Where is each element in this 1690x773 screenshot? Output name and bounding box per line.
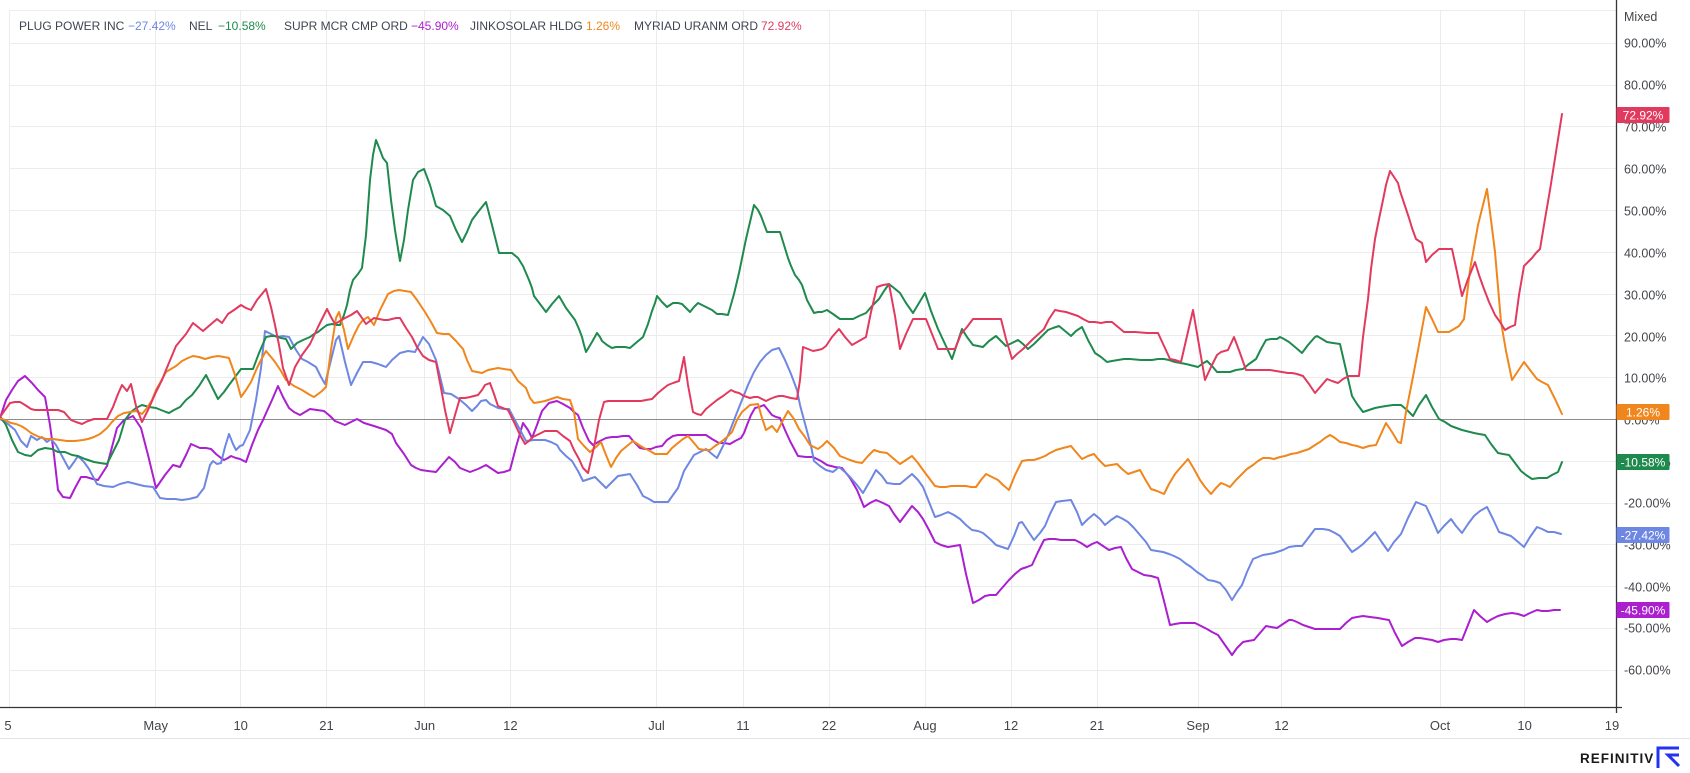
svg-text:-27.42%: -27.42%: [1621, 529, 1666, 543]
svg-text:22: 22: [822, 718, 836, 733]
svg-text:−45.90%: −45.90%: [411, 19, 459, 33]
svg-text:May: May: [143, 718, 168, 733]
svg-text:-60.00%: -60.00%: [1624, 664, 1671, 678]
svg-text:NEL: NEL: [189, 19, 213, 33]
svg-text:12: 12: [1004, 718, 1018, 733]
svg-text:70.00%: 70.00%: [1624, 121, 1666, 135]
svg-text:40.00%: 40.00%: [1624, 247, 1666, 261]
svg-text:21: 21: [1090, 718, 1104, 733]
svg-text:−27.42%: −27.42%: [128, 19, 176, 33]
svg-text:10: 10: [1517, 718, 1531, 733]
svg-text:19: 19: [1605, 718, 1619, 733]
svg-text:PLUG POWER INC: PLUG POWER INC: [19, 19, 125, 33]
svg-text:10.00%: 10.00%: [1624, 372, 1666, 386]
svg-text:12: 12: [1274, 718, 1288, 733]
svg-text:12: 12: [503, 718, 517, 733]
svg-text:50.00%: 50.00%: [1624, 205, 1666, 219]
svg-text:Oct: Oct: [1430, 718, 1451, 733]
svg-text:72.92%: 72.92%: [1623, 109, 1664, 123]
svg-text:80.00%: 80.00%: [1624, 79, 1666, 93]
svg-text:SUPR MCR CMP ORD: SUPR MCR CMP ORD: [284, 19, 408, 33]
svg-text:-45.90%: -45.90%: [1621, 604, 1666, 618]
svg-text:−10.58%: −10.58%: [218, 19, 266, 33]
svg-text:5: 5: [4, 718, 11, 733]
svg-text:-20.00%: -20.00%: [1624, 497, 1671, 511]
svg-text:JINKOSOLAR HLDG: JINKOSOLAR HLDG: [470, 19, 583, 33]
svg-text:20.00%: 20.00%: [1624, 331, 1666, 345]
svg-text:Jul: Jul: [648, 718, 665, 733]
svg-text:10: 10: [233, 718, 247, 733]
svg-text:MYRIAD URANM ORD: MYRIAD URANM ORD: [634, 19, 758, 33]
svg-text:-40.00%: -40.00%: [1624, 581, 1671, 595]
svg-text:Jun: Jun: [414, 718, 435, 733]
svg-text:72.92%: 72.92%: [761, 19, 802, 33]
svg-text:Mixed: Mixed: [1624, 10, 1657, 24]
svg-text:-10.58%: -10.58%: [1621, 456, 1666, 470]
svg-text:Sep: Sep: [1186, 718, 1209, 733]
svg-text:-50.00%: -50.00%: [1624, 622, 1671, 636]
svg-text:11: 11: [736, 718, 750, 733]
svg-text:Aug: Aug: [913, 718, 936, 733]
svg-text:60.00%: 60.00%: [1624, 163, 1666, 177]
svg-text:21: 21: [319, 718, 333, 733]
svg-text:90.00%: 90.00%: [1624, 37, 1666, 51]
svg-text:30.00%: 30.00%: [1624, 289, 1666, 303]
svg-text:REFINITIV: REFINITIV: [1580, 751, 1654, 766]
svg-text:1.26%: 1.26%: [1626, 406, 1660, 420]
svg-text:1.26%: 1.26%: [586, 19, 620, 33]
